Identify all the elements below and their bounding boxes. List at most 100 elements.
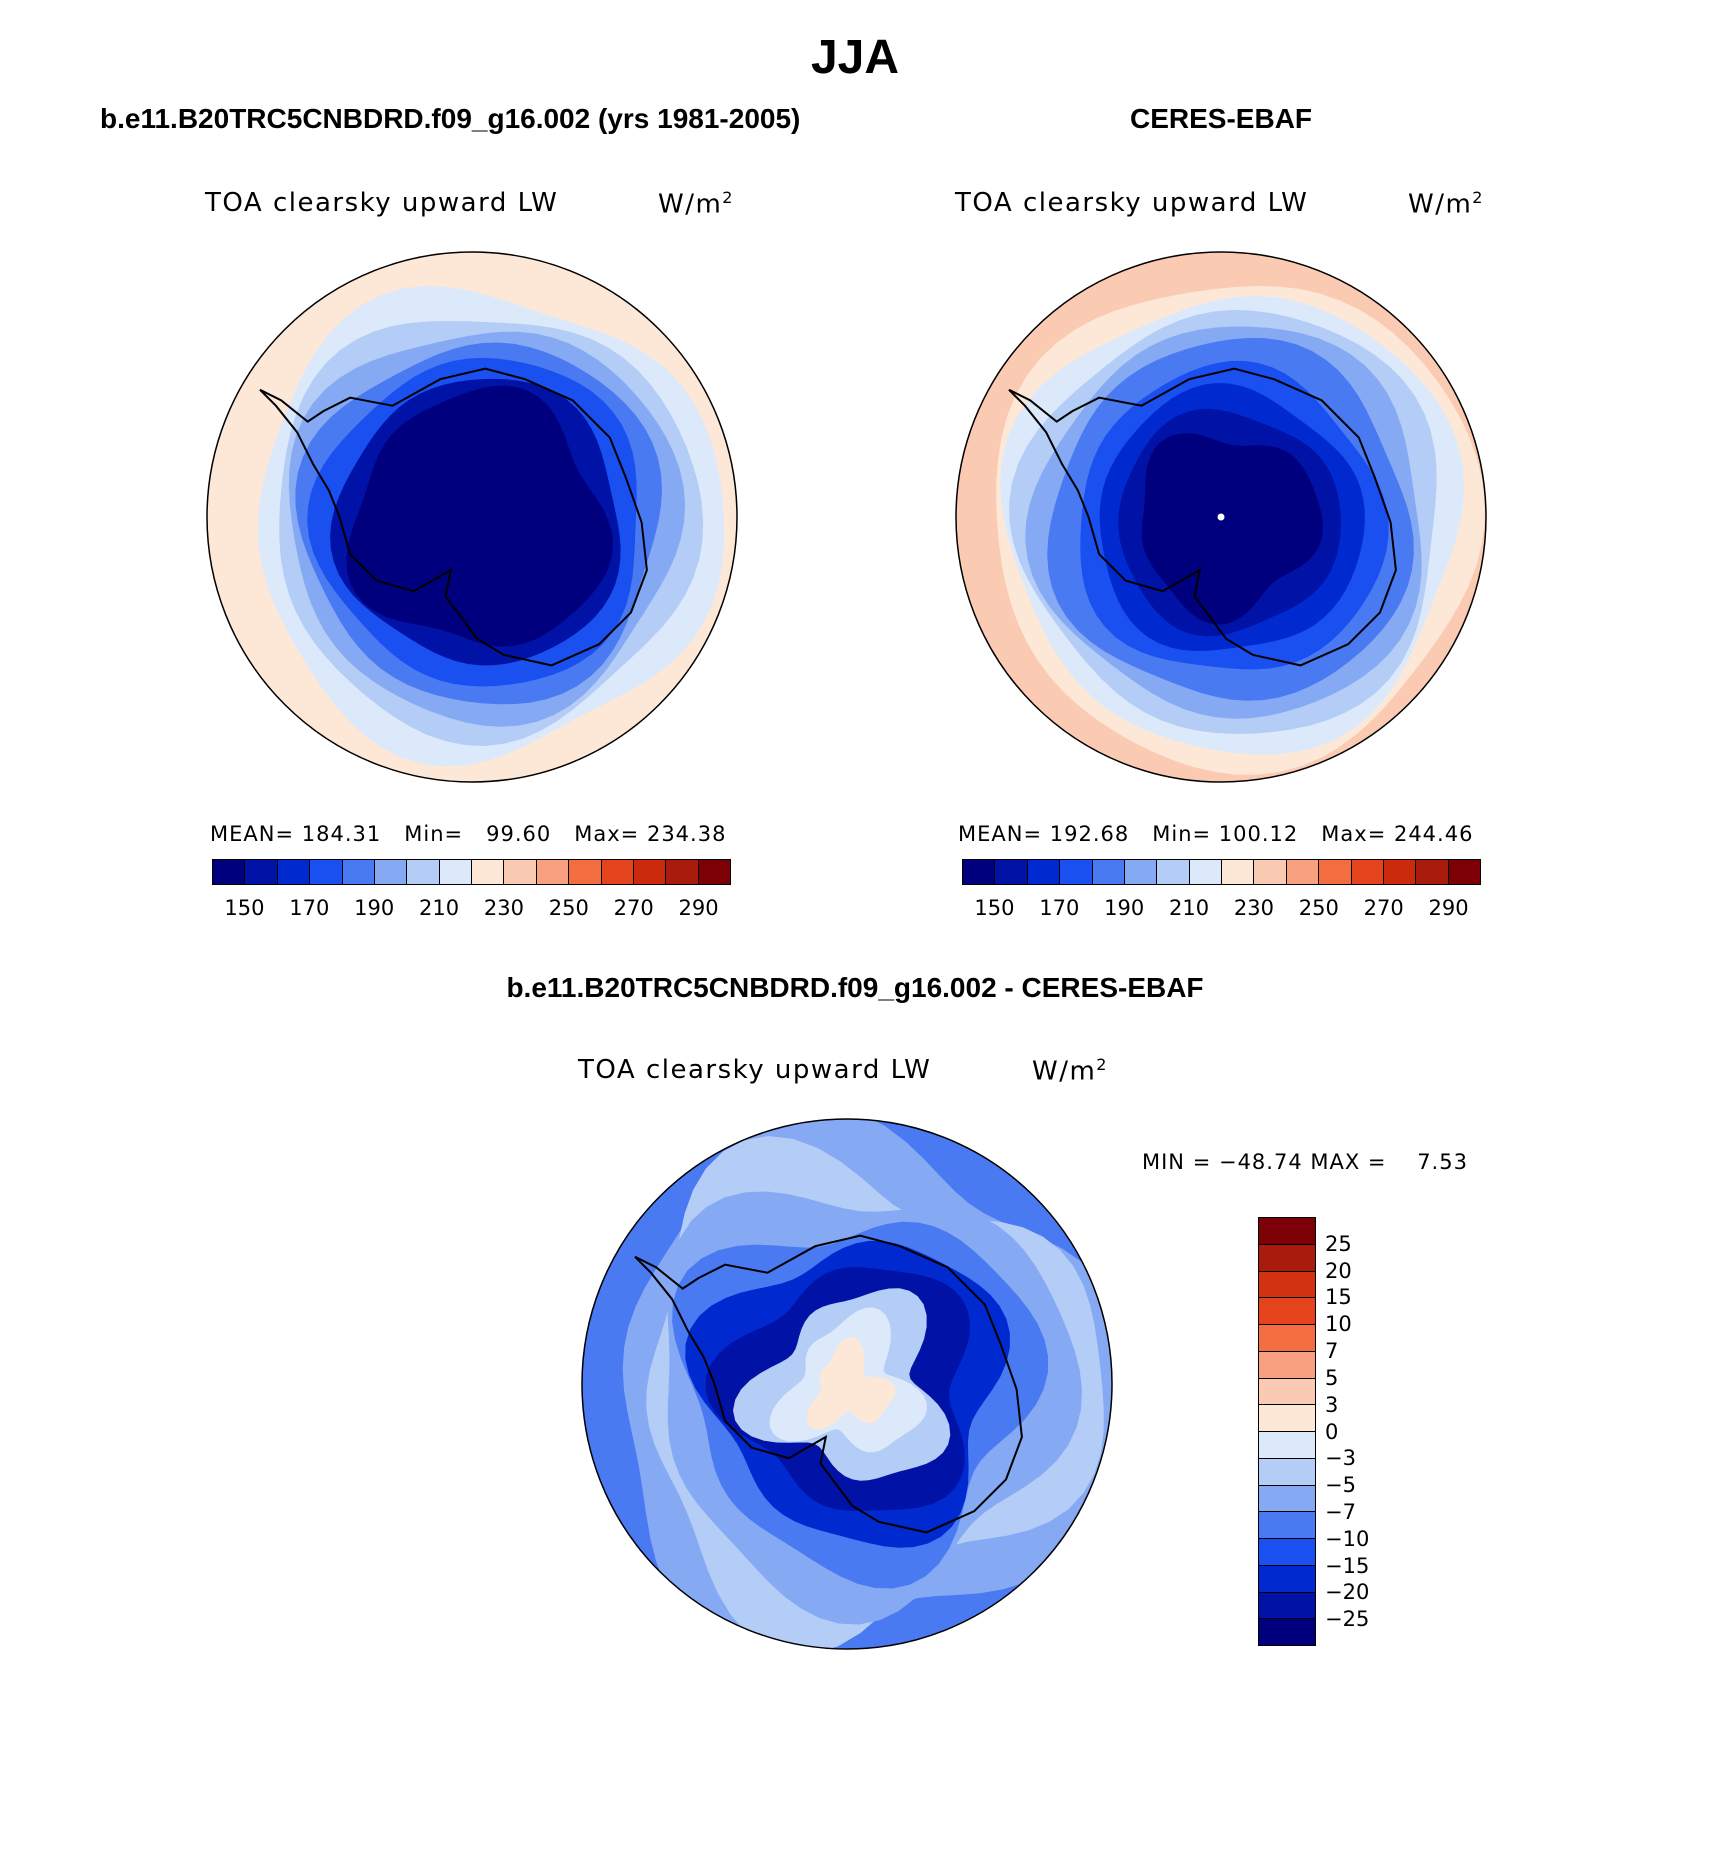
main-title: JJA [810, 31, 900, 84]
colorbar-swatch [963, 860, 996, 884]
diff-polar-map [581, 1118, 1113, 1650]
model-variable-label: TOA clearsky upward LW [205, 188, 559, 218]
colorbar-swatch [1259, 1592, 1315, 1620]
colorbar-swatch [1092, 860, 1125, 884]
colorbar-tick-label: 170 [289, 896, 330, 920]
colorbar-swatch [1259, 1351, 1315, 1379]
obs-stats: MEAN= 192.68 Min= 100.12 Max= 244.46 [958, 822, 1474, 846]
colorbar-swatch [1124, 860, 1158, 884]
colorbar-swatch [1259, 1378, 1315, 1406]
colorbar-tick-label: 190 [354, 896, 395, 920]
antarctica-coastline [634, 1234, 1023, 1534]
obs-polar-map [955, 251, 1487, 783]
colorbar-tick-label: 25 [1325, 1231, 1352, 1256]
colorbar-tick-label: 190 [1104, 896, 1145, 920]
colorbar-tick-label: −3 [1325, 1446, 1356, 1471]
model-polar-map [206, 251, 738, 783]
colorbar-tick-label: 3 [1325, 1392, 1339, 1417]
colorbar-tick-label: 0 [1325, 1419, 1339, 1444]
colorbar-tick-label: 20 [1325, 1258, 1352, 1283]
south-pole-marker [1217, 513, 1225, 521]
colorbar-swatch [569, 860, 602, 884]
colorbar-tick-label: 150 [224, 896, 265, 920]
colorbar-swatch [439, 860, 472, 884]
colorbar-tick-label: 250 [1298, 896, 1339, 920]
diff-variable-label: TOA clearsky upward LW [578, 1055, 932, 1085]
colorbar-swatch [1383, 860, 1417, 884]
model-panel-title: b.e11.B20TRC5CNBDRD.f09_g16.002 (yrs 198… [100, 103, 801, 134]
colorbar-tick-label: −25 [1325, 1607, 1370, 1632]
diff-colorbar [1258, 1217, 1316, 1646]
colorbar-swatch [245, 860, 278, 884]
colorbar-swatch [1259, 1271, 1315, 1299]
colorbar-tick-label: 170 [1039, 896, 1080, 920]
colorbar-swatch [1157, 860, 1190, 884]
colorbar-tick-label: −10 [1325, 1526, 1370, 1551]
colorbar-swatch [472, 860, 505, 884]
colorbar-swatch [1222, 860, 1255, 884]
colorbar-swatch [995, 860, 1028, 884]
colorbar-swatch [698, 860, 730, 884]
colorbar-swatch [1060, 860, 1093, 884]
colorbar-swatch [504, 860, 537, 884]
colorbar-tick-label: 230 [483, 896, 524, 920]
map-border [955, 251, 1487, 783]
model-unit-label: W/m2 [658, 188, 734, 220]
diff-unit-label: W/m2 [1032, 1055, 1108, 1087]
colorbar-swatch [1259, 1485, 1315, 1513]
colorbar-swatch [407, 860, 440, 884]
colorbar-tick-label: 270 [613, 896, 654, 920]
colorbar-tick-label: 15 [1325, 1285, 1352, 1310]
antarctica-coastline [1008, 367, 1397, 667]
colorbar-tick-label: 10 [1325, 1312, 1352, 1337]
colorbar-swatch [374, 860, 408, 884]
colorbar-tick-label: −7 [1325, 1499, 1356, 1524]
colorbar-swatch [1351, 860, 1384, 884]
colorbar-tick-label: −5 [1325, 1473, 1356, 1498]
obs-colorbar [962, 859, 1481, 885]
colorbar-swatch [277, 860, 311, 884]
map-border [206, 251, 738, 783]
model-colorbar [212, 859, 731, 885]
antarctica-coastline [259, 367, 648, 667]
colorbar-swatch [1027, 860, 1061, 884]
colorbar-swatch [601, 860, 634, 884]
map-border [581, 1118, 1113, 1650]
obs-variable-label: TOA clearsky upward LW [955, 188, 1309, 218]
colorbar-tick-label: 210 [419, 896, 460, 920]
colorbar-tick-label: 290 [678, 896, 719, 920]
colorbar-swatch [1319, 860, 1352, 884]
colorbar-swatch [1259, 1325, 1315, 1352]
colorbar-tick-label: 270 [1363, 896, 1404, 920]
colorbar-tick-label: 150 [974, 896, 1015, 920]
colorbar-swatch [1259, 1512, 1315, 1539]
colorbar-swatch [1259, 1244, 1315, 1272]
colorbar-swatch [1448, 860, 1480, 884]
colorbar-swatch [1416, 860, 1449, 884]
colorbar-swatch [1259, 1458, 1315, 1486]
colorbar-swatch [1254, 860, 1287, 884]
colorbar-swatch [342, 860, 375, 884]
colorbar-swatch [536, 860, 570, 884]
model-stats: MEAN= 184.31 Min= 99.60 Max= 234.38 [210, 822, 727, 846]
colorbar-swatch [1286, 860, 1320, 884]
obs-unit-label: W/m2 [1408, 188, 1484, 220]
colorbar-tick-label: 5 [1325, 1365, 1339, 1390]
colorbar-tick-label: 210 [1169, 896, 1210, 920]
colorbar-swatch [1189, 860, 1222, 884]
colorbar-tick-label: 290 [1428, 896, 1469, 920]
colorbar-swatch [633, 860, 667, 884]
colorbar-swatch [1259, 1405, 1315, 1432]
colorbar-swatch [1259, 1619, 1315, 1645]
colorbar-swatch [1259, 1218, 1315, 1245]
colorbar-tick-label: 7 [1325, 1339, 1339, 1364]
colorbar-tick-label: 230 [1233, 896, 1274, 920]
colorbar-swatch [666, 860, 699, 884]
obs-panel-title: CERES-EBAF [1130, 103, 1313, 134]
colorbar-swatch [1259, 1539, 1315, 1566]
colorbar-swatch [1259, 1565, 1315, 1593]
contour-band [346, 385, 613, 647]
colorbar-swatch [310, 860, 343, 884]
colorbar-swatch [1259, 1298, 1315, 1325]
colorbar-tick-label: −15 [1325, 1553, 1370, 1578]
